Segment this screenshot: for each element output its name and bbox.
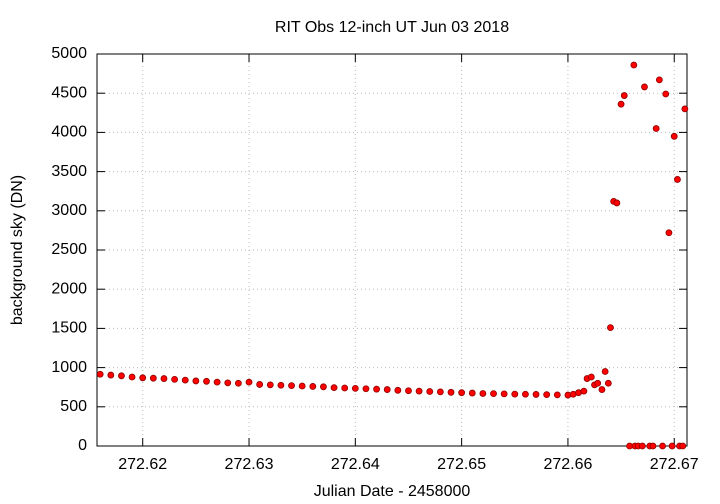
point	[96, 370, 104, 378]
point	[192, 377, 200, 385]
point	[630, 61, 638, 69]
point	[160, 375, 168, 382]
point	[181, 376, 189, 384]
y-tick-label: 4000	[51, 124, 87, 141]
point	[598, 386, 606, 393]
point	[234, 379, 242, 387]
y-tick-label: 3500	[51, 163, 87, 180]
point	[580, 387, 588, 395]
point	[674, 176, 681, 183]
y-tick-label: 2500	[51, 241, 87, 258]
point	[662, 90, 670, 98]
point	[394, 386, 402, 394]
y-tick-label: 5000	[51, 45, 87, 62]
point	[479, 390, 487, 397]
point	[587, 373, 595, 381]
point	[373, 385, 380, 393]
point	[436, 388, 444, 396]
point	[405, 387, 412, 395]
point	[655, 76, 663, 84]
point	[468, 389, 476, 397]
point	[601, 368, 609, 375]
point	[149, 374, 157, 382]
point	[500, 390, 508, 398]
y-axis-label: background sky (DN)	[9, 175, 26, 325]
point	[490, 390, 497, 398]
x-tick-label: 272.62	[118, 456, 167, 473]
x-tick-label: 272.66	[543, 456, 592, 473]
point	[362, 385, 370, 393]
point	[638, 442, 646, 450]
point	[309, 383, 317, 390]
point	[224, 379, 232, 387]
point	[213, 378, 221, 386]
point	[641, 83, 648, 91]
x-tick-label: 272.65	[437, 456, 486, 473]
x-tick-label: 272.67	[650, 456, 699, 473]
point	[458, 389, 466, 397]
point	[128, 373, 136, 381]
y-tick-label: 3000	[51, 202, 87, 219]
point	[511, 390, 519, 398]
point	[543, 391, 551, 399]
point	[171, 375, 179, 383]
point	[383, 386, 391, 393]
point	[613, 199, 621, 207]
y-tick-label: 500	[60, 398, 87, 415]
y-tick-label: 4500	[51, 84, 87, 101]
point	[447, 388, 455, 396]
point	[668, 442, 676, 450]
plot-frame	[96, 53, 688, 447]
point	[604, 379, 612, 387]
point	[679, 442, 687, 450]
point	[607, 324, 614, 332]
chart-title: RIT Obs 12-inch UT Jun 03 2018	[275, 19, 509, 36]
point	[620, 92, 628, 99]
point	[118, 372, 125, 380]
point	[203, 377, 210, 385]
point	[330, 384, 338, 391]
point	[256, 381, 264, 388]
point	[320, 383, 327, 391]
point	[649, 442, 657, 450]
point	[415, 387, 423, 395]
point	[351, 384, 359, 392]
point	[670, 132, 678, 140]
point	[617, 100, 625, 108]
y-tick-label: 2000	[51, 280, 87, 297]
point	[426, 388, 434, 395]
x-axis-label: Julian Date - 2458000	[314, 483, 471, 500]
point	[681, 105, 689, 113]
x-tick-label: 272.63	[225, 456, 274, 473]
point	[659, 442, 666, 450]
point	[652, 125, 660, 132]
point	[277, 381, 285, 389]
point	[288, 382, 295, 390]
point	[266, 381, 274, 389]
point	[553, 391, 561, 399]
point	[298, 382, 306, 390]
point	[594, 379, 602, 387]
x-tick-label: 272.64	[331, 456, 380, 473]
y-tick-label: 1000	[51, 359, 87, 376]
point	[532, 391, 540, 398]
point	[107, 371, 115, 379]
y-tick-label: 1500	[51, 320, 87, 337]
point	[665, 229, 673, 237]
point	[341, 384, 349, 392]
y-tick-label: 0	[78, 437, 87, 454]
point	[522, 390, 529, 398]
point	[139, 374, 147, 382]
point	[245, 378, 253, 386]
